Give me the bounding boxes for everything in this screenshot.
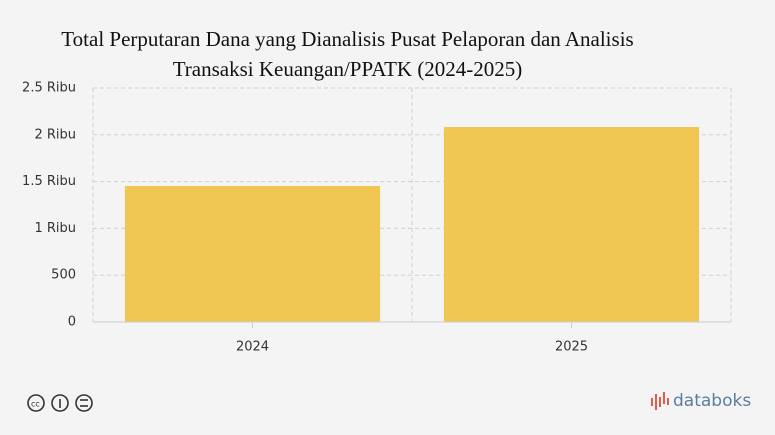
brand-logo xyxy=(651,392,669,410)
y-tick-label: 1.5 Ribu xyxy=(22,174,76,189)
x-tick-label: 2025 xyxy=(555,340,588,355)
chart-title: Total Perputaran Dana yang Dianalisis Pu… xyxy=(61,27,634,81)
license-icons xyxy=(27,394,93,412)
brand: databoks xyxy=(673,391,751,411)
y-tick-label: 500 xyxy=(51,268,76,283)
y-tick-label: 0 xyxy=(68,315,76,330)
bar xyxy=(443,127,700,323)
y-tick-label: 2 Ribu xyxy=(34,127,76,142)
x-tick-label: 2024 xyxy=(236,340,269,355)
y-tick-label: 1 Ribu xyxy=(34,221,76,236)
bar xyxy=(124,185,381,322)
y-tick-label: 2.5 Ribu xyxy=(22,81,76,96)
cc-glyph: cc xyxy=(31,400,40,409)
